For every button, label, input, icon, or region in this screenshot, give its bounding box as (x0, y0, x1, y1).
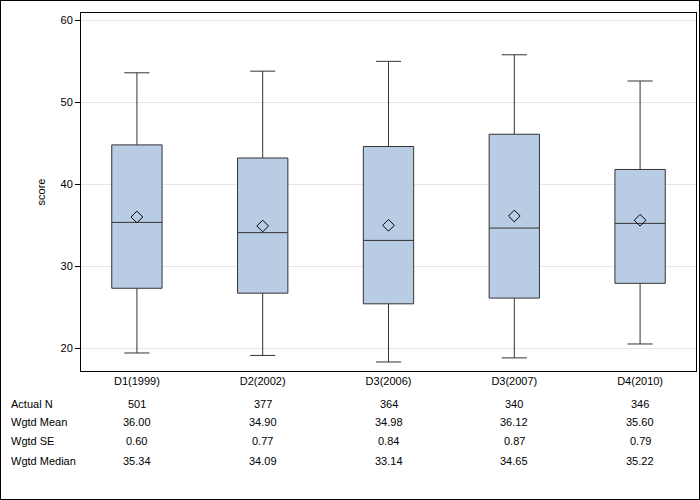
svg-text:34.09: 34.09 (249, 455, 277, 467)
svg-text:36.00: 36.00 (123, 416, 151, 428)
svg-text:D4(2010): D4(2010) (617, 375, 663, 387)
svg-text:0.87: 0.87 (504, 435, 525, 447)
svg-text:60: 60 (61, 14, 73, 26)
svg-text:0.84: 0.84 (378, 435, 399, 447)
svg-text:30: 30 (61, 260, 73, 272)
svg-text:35.22: 35.22 (626, 455, 654, 467)
svg-text:35.60: 35.60 (626, 416, 654, 428)
svg-text:Wgtd Mean: Wgtd Mean (11, 416, 67, 428)
svg-text:34.90: 34.90 (249, 416, 277, 428)
svg-text:D3(2007): D3(2007) (491, 375, 537, 387)
svg-text:34.65: 34.65 (500, 455, 528, 467)
svg-text:364: 364 (380, 398, 398, 410)
svg-text:score: score (35, 179, 47, 206)
svg-text:35.34: 35.34 (123, 455, 151, 467)
svg-text:Wgtd Median: Wgtd Median (11, 455, 76, 467)
svg-text:501: 501 (128, 398, 146, 410)
svg-text:0.79: 0.79 (630, 435, 651, 447)
svg-text:34.98: 34.98 (375, 416, 403, 428)
svg-text:40: 40 (61, 178, 73, 190)
svg-text:0.60: 0.60 (126, 435, 147, 447)
svg-text:Wgtd SE: Wgtd SE (11, 435, 54, 447)
svg-text:346: 346 (631, 398, 649, 410)
svg-text:D3(2006): D3(2006) (366, 375, 412, 387)
svg-text:33.14: 33.14 (375, 455, 403, 467)
svg-text:340: 340 (505, 398, 523, 410)
svg-text:0.77: 0.77 (252, 435, 273, 447)
svg-text:D1(1999): D1(1999) (114, 375, 160, 387)
svg-text:36.12: 36.12 (500, 416, 528, 428)
svg-text:20: 20 (61, 342, 73, 354)
svg-text:Actual N: Actual N (11, 398, 53, 410)
svg-text:377: 377 (254, 398, 272, 410)
svg-text:D2(2002): D2(2002) (240, 375, 286, 387)
svg-text:50: 50 (61, 96, 73, 108)
